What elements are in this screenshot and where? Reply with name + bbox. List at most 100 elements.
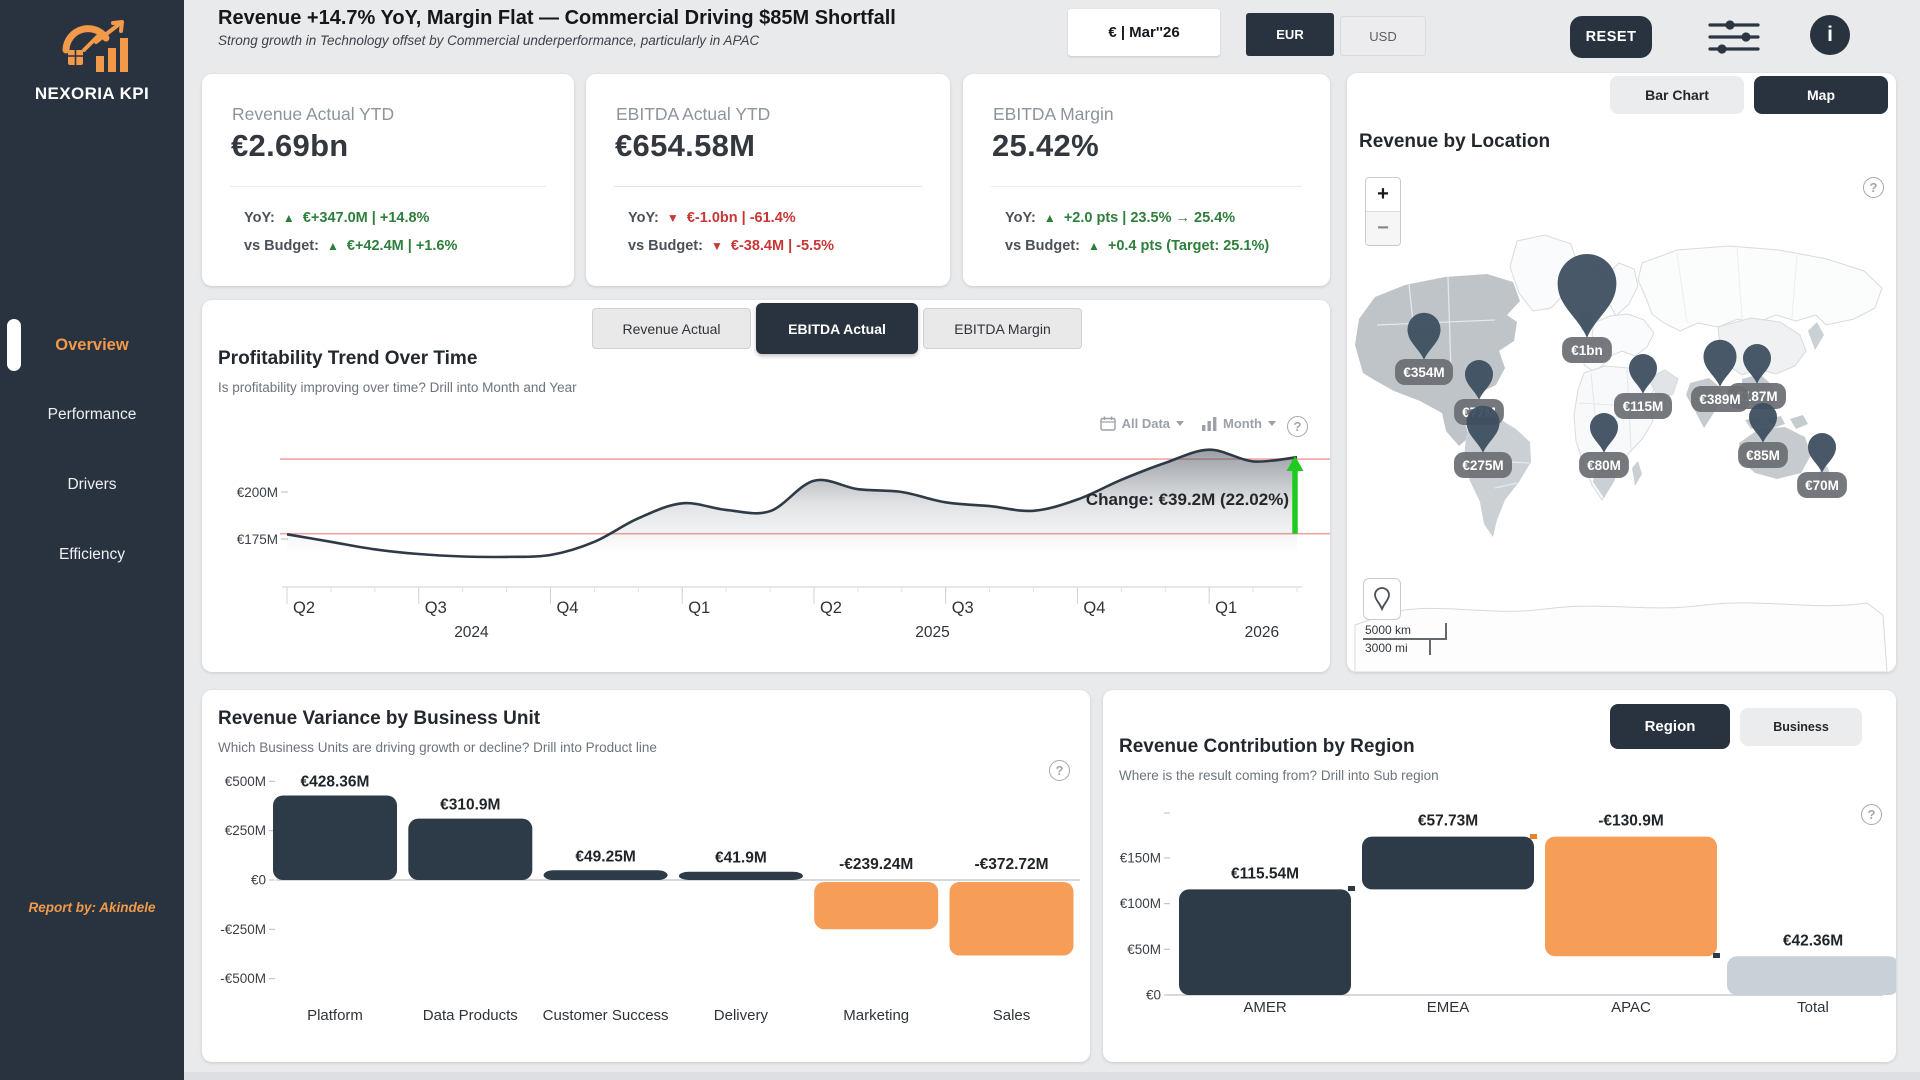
- divider: [230, 186, 546, 187]
- bar-data-products[interactable]: [408, 818, 533, 880]
- sidebar-item-label: Efficiency: [58, 546, 126, 563]
- change-arrow-head: [1286, 456, 1304, 471]
- scale-km: 5000 km: [1363, 623, 1447, 640]
- trend-line[interactable]: [286, 448, 1298, 559]
- svg-text:€200M: €200M: [237, 485, 278, 500]
- help-icon[interactable]: ?: [1287, 416, 1308, 437]
- svg-text:2024: 2024: [454, 624, 489, 641]
- kpi-card-ebitda: EBITDA Actual YTD €654.58M YoY: ▼ €-1.0b…: [586, 74, 950, 286]
- svg-text:Total: Total: [1797, 999, 1829, 1016]
- svg-text:Marketing: Marketing: [843, 1007, 909, 1024]
- help-icon[interactable]: ?: [1863, 177, 1884, 198]
- active-indicator: [7, 319, 21, 371]
- info-icon[interactable]: i: [1810, 15, 1850, 55]
- sidebar-item-drivers[interactable]: Drivers: [0, 458, 184, 512]
- toggle-business[interactable]: Business: [1740, 708, 1862, 746]
- bar-delivery[interactable]: [678, 871, 803, 880]
- zoom-in-button[interactable]: +: [1377, 183, 1389, 205]
- help-icon[interactable]: ?: [1861, 804, 1882, 825]
- up-triangle-icon: ▲: [1087, 239, 1100, 253]
- down-triangle-icon: ▼: [710, 239, 723, 253]
- svg-text:AMER: AMER: [1243, 999, 1287, 1016]
- kpi-row-prefix: YoY:: [244, 210, 275, 226]
- kpi-row-prefix: YoY:: [1005, 210, 1036, 226]
- svg-text:€275M: €275M: [1462, 458, 1503, 473]
- toggle-bar-chart[interactable]: Bar Chart: [1610, 76, 1744, 114]
- waterfall-bar-amer[interactable]: [1179, 889, 1351, 995]
- divider: [991, 186, 1302, 187]
- kpi-budget-row: vs Budget: ▲ €+42.4M | +1.6%: [244, 238, 457, 254]
- svg-text:€150M: €150M: [1120, 850, 1161, 865]
- reset-button[interactable]: RESET: [1570, 16, 1652, 58]
- map-pin-70m[interactable]: €70M: [1797, 433, 1847, 498]
- granularity-label: Month: [1223, 416, 1262, 431]
- filter-sliders-icon[interactable]: [1706, 17, 1762, 57]
- contribution-subtitle: Where is the result coming from? Drill i…: [1119, 768, 1439, 783]
- zoom-out-button[interactable]: −: [1366, 211, 1400, 245]
- profitability-trend-chart[interactable]: Q2 Q3 Q4 Q1 Q2 Q3 Q4 Q1 2024 2025 2026 €200M €175M Ch…: [202, 300, 1330, 672]
- world-map[interactable]: €1bn€354M€187M€389M€115M€77M€85M€275M€80…: [1347, 223, 1896, 672]
- up-triangle-icon: ▲: [326, 239, 339, 253]
- kpi-yoy-row: YoY: ▼ €-1.0bn | -61.4%: [628, 210, 796, 226]
- svg-text:€428.36M: €428.36M: [301, 773, 370, 790]
- map-pin-85m[interactable]: €85M: [1738, 403, 1788, 468]
- svg-text:€175M: €175M: [237, 532, 278, 547]
- svg-text:Data Products: Data Products: [423, 1007, 518, 1024]
- bar-platform[interactable]: [273, 795, 397, 880]
- period-filter[interactable]: € | Mar''26: [1068, 9, 1220, 56]
- svg-text:€250M: €250M: [225, 823, 266, 838]
- bar-customer-success[interactable]: [543, 870, 668, 880]
- map-pin-389m[interactable]: €389M: [1691, 339, 1749, 412]
- map-scale: 5000 km 3000 mi: [1363, 623, 1447, 655]
- sidebar-item-performance[interactable]: Performance: [0, 388, 184, 442]
- kpi-label: EBITDA Actual YTD: [616, 104, 771, 124]
- kpi-card-margin: EBITDA Margin 25.42% YoY: ▲ +2.0 pts | 2…: [963, 74, 1330, 286]
- tab-ebitda-margin[interactable]: EBITDA Margin: [923, 308, 1082, 349]
- map-pin-275m[interactable]: €275M: [1454, 405, 1512, 478]
- svg-text:Sales: Sales: [993, 1007, 1031, 1024]
- kpi-label: EBITDA Margin: [993, 104, 1114, 124]
- waterfall-bar-total[interactable]: [1727, 956, 1896, 995]
- svg-text:€0: €0: [251, 873, 266, 888]
- map-pin-80m[interactable]: €80M: [1579, 413, 1629, 478]
- tab-revenue-actual[interactable]: Revenue Actual: [592, 308, 751, 349]
- svg-text:€500M: €500M: [225, 774, 266, 789]
- tab-ebitda-actual[interactable]: EBITDA Actual: [756, 303, 918, 354]
- date-range-control[interactable]: All Data: [1099, 416, 1185, 431]
- kpi-row-prefix: vs Budget:: [628, 238, 703, 254]
- kpi-card-revenue: Revenue Actual YTD €2.69bn YoY: ▲ €+347.…: [202, 74, 574, 286]
- bar-marketing[interactable]: [814, 882, 939, 930]
- help-icon[interactable]: ?: [1049, 760, 1070, 781]
- svg-text:Q1: Q1: [1215, 599, 1237, 617]
- kpi-row-value: €+42.4M | +1.6%: [346, 238, 458, 254]
- bar-sales[interactable]: [949, 882, 1074, 956]
- revenue-variance-chart[interactable]: €500M €250M €0 -€250M -€500M €428.36M Platform…: [202, 690, 1090, 1062]
- map-pin-115m[interactable]: €115M: [1614, 354, 1672, 419]
- sidebar-item-efficiency[interactable]: Efficiency: [0, 528, 184, 582]
- kpi-yoy-row: YoY: ▲ +2.0 pts | 23.5% → 25.4%: [1005, 210, 1235, 226]
- contribution-title: Revenue Contribution by Region: [1119, 736, 1415, 757]
- revenue-contribution-chart[interactable]: €0 €50M €100M €150M €115.54M AMER €57.73M EMEA -…: [1103, 690, 1896, 1062]
- kpi-row-prefix: YoY:: [628, 210, 659, 226]
- svg-text:€70M: €70M: [1805, 478, 1839, 493]
- up-triangle-icon: ▲: [1043, 211, 1056, 225]
- waterfall-bar-emea[interactable]: [1362, 836, 1534, 890]
- map-pin-354m[interactable]: €354M: [1395, 312, 1453, 385]
- svg-text:-€250M: -€250M: [220, 922, 266, 937]
- calendar-icon: [1099, 416, 1116, 431]
- svg-text:€100M: €100M: [1120, 896, 1161, 911]
- svg-text:€354M: €354M: [1403, 365, 1444, 380]
- svg-text:2026: 2026: [1245, 624, 1279, 641]
- sidebar-nav: Overview Performance Drivers Efficiency: [0, 318, 184, 598]
- revenue-contribution-panel: Region Business Revenue Contribution by …: [1103, 690, 1896, 1062]
- toggle-region[interactable]: Region: [1610, 704, 1730, 749]
- map-pin-1bn[interactable]: €1bn: [1557, 254, 1617, 363]
- revenue-map-panel: Bar Chart Map Revenue by Location ? + −: [1347, 73, 1896, 672]
- granularity-control[interactable]: Month: [1202, 416, 1276, 431]
- currency-eur-button[interactable]: EUR: [1246, 13, 1334, 56]
- waterfall-bar-apac[interactable]: [1545, 836, 1717, 957]
- currency-usd-button[interactable]: USD: [1340, 16, 1426, 56]
- locate-pin-button[interactable]: [1363, 578, 1401, 620]
- toggle-map[interactable]: Map: [1754, 76, 1888, 114]
- sidebar-item-overview[interactable]: Overview: [0, 318, 184, 372]
